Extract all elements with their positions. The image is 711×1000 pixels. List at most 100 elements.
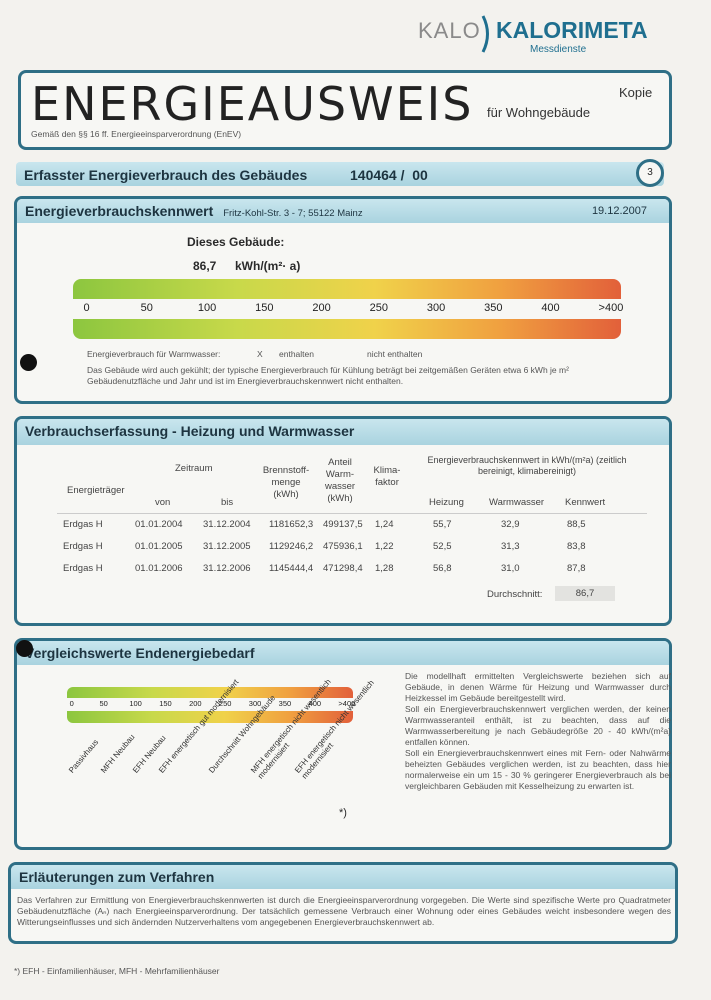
scale-tick-8: 400 <box>308 699 322 708</box>
table-row: Erdgas H 01.01.2006 31.12.2006 1145444,4 471… <box>17 563 669 579</box>
cell-bis: 31.12.2004 <box>203 519 251 530</box>
page-subtitle: für Wohngebäude <box>487 105 591 120</box>
kennwert-box: Energieverbrauchskennwert Fritz-Kohl-Str… <box>14 196 672 404</box>
cell-ww: 32,9 <box>501 519 520 530</box>
scale-tick-2: 100 <box>129 699 142 708</box>
scale-tick-9: >400 <box>338 699 356 708</box>
cell-traeger: Erdgas H <box>63 541 103 552</box>
scale-tick-5: 250 <box>369 302 388 314</box>
scale-tick-5: 250 <box>218 699 232 708</box>
erfassung-box: Verbrauchserfassung - Heizung und Warmwa… <box>14 416 672 626</box>
avg-value: 86,7 <box>555 586 615 601</box>
kennwert-header: Energieverbrauchskennwert Fritz-Kohl-Str… <box>17 199 669 223</box>
cell-ww: 31,3 <box>501 541 520 552</box>
kennwert-title: Energieverbrauchskennwert <box>25 203 214 219</box>
vergleich-box: Vergleichswerte Endenergiebedarf 0 50 100 1… <box>14 638 672 850</box>
cell-von: 01.01.2005 <box>135 541 183 552</box>
band-label: Erfasster Energieverbrauch des Gebäudes <box>24 167 308 183</box>
cell-anteil: 471298,4 <box>323 563 363 574</box>
vergleich-scale-labels: 0 50 100 150 200 250 300 350 400 >400 <box>67 699 356 711</box>
scale-tick-6: 300 <box>248 699 262 708</box>
cell-bis: 31.12.2005 <box>203 541 251 552</box>
footnote: *) EFH - Einfamilienhäuser, MFH - Mehrfa… <box>14 966 220 976</box>
cell-traeger: Erdgas H <box>63 519 103 530</box>
cell-von: 01.01.2004 <box>135 519 183 530</box>
scale-tick-3: 150 <box>255 302 274 314</box>
vergleich-header: Vergleichswerte Endenergiebedarf <box>17 641 669 665</box>
cell-brenn: 1145444,4 <box>269 563 314 574</box>
erfassung-title: Verbrauchserfassung - Heizung und Warmwa… <box>25 423 355 439</box>
scale-tick-1: 50 <box>99 699 108 708</box>
scale-tick-2: 100 <box>197 302 217 314</box>
logo-swoosh-icon <box>481 15 489 53</box>
scale-tick-0: 0 <box>83 302 90 314</box>
logo-sub: Messdienste <box>530 44 587 55</box>
ww-label: Energieverbrauch für Warmwasser: <box>87 349 221 359</box>
vergleich-text-1: Die modellhaft ermittelten Vergleichswer… <box>405 671 671 703</box>
cell-anteil: 475936,1 <box>323 541 363 552</box>
th-bis: bis <box>221 497 234 508</box>
scale-tick-0: 0 <box>69 699 74 708</box>
avg-label: Durchschnitt: <box>487 589 543 600</box>
ww-not-included: nicht enthalten <box>367 349 423 359</box>
building-id: 140464 / 00 <box>350 167 428 183</box>
cell-kw: 87,8 <box>567 563 586 574</box>
scale-tick-7: 350 <box>278 699 292 708</box>
th-brenn: Brennstoff-menge (kWh) <box>262 465 310 500</box>
punch-hole-top <box>20 354 37 371</box>
kennwert-address: Fritz-Kohl-Str. 3 - 7; 55122 Mainz <box>223 208 363 219</box>
cell-heiz: 52,5 <box>433 541 452 552</box>
cell-kw: 88,5 <box>567 519 586 530</box>
vergleich-star: *) <box>339 807 347 819</box>
copy-label: Kopie <box>619 85 653 100</box>
erlaeuterung-text: Das Verfahren zur Ermittlung von Energie… <box>17 895 671 927</box>
table-row: Erdgas H 01.01.2005 31.12.2005 1129246,2 475… <box>17 541 669 557</box>
cell-klima: 1,28 <box>375 563 394 574</box>
ww-x: X <box>257 349 263 359</box>
cell-brenn: 1181652,3 <box>269 519 314 530</box>
scale-tick-8: 400 <box>541 302 560 314</box>
vergleich-title: Vergleichswerte Endenergiebedarf <box>25 645 255 661</box>
th-klima: Klima-faktor <box>373 465 401 488</box>
kennwert-unit: kWh/(m²· a) <box>235 259 301 273</box>
vergleich-scale-band <box>67 698 353 711</box>
erlaeuterung-header: Erläuterungen zum Verfahren <box>11 865 675 889</box>
cell-heiz: 55,7 <box>433 519 452 530</box>
consumption-table: Energieträger Zeitraum von bis Brennstof… <box>17 449 669 624</box>
cell-heiz: 56,8 <box>433 563 452 574</box>
cell-von: 01.01.2006 <box>135 563 183 574</box>
cell-brenn: 1129246,2 <box>269 541 314 552</box>
ww-included: enthalten <box>279 349 314 359</box>
page-title: ENERGIEAUSWEIS <box>31 77 474 131</box>
cell-kw: 83,8 <box>567 541 586 552</box>
vergleich-text: Die modellhaft ermittelten Vergleichswer… <box>405 671 671 792</box>
th-von: von <box>155 497 171 508</box>
th-kennwert: Energieverbrauchskennwert in kWh/(m²a) (… <box>427 455 627 476</box>
legal-basis: Gemäß den §§ 16 ff. Energieeinsparverord… <box>31 129 242 139</box>
vergleich-text-3: Soll ein Energieverbrauchskennwert eines… <box>405 748 671 791</box>
logo: KALO KALORIMETA Messdienste <box>418 14 668 55</box>
th-anteil: Anteil Warm-wasser (kWh) <box>324 457 356 504</box>
page-number-badge: 3 <box>636 159 664 187</box>
logo-brand: KALORIMETA <box>496 17 648 43</box>
scale-tick-7: 350 <box>484 302 503 314</box>
cell-traeger: Erdgas H <box>63 563 103 574</box>
erlaeuterung-title: Erläuterungen zum Verfahren <box>19 869 215 885</box>
scale-tick-9: >400 <box>598 302 624 314</box>
scale-tick-3: 150 <box>159 699 172 708</box>
vergleich-labels: Passivhaus MFH Neubau EFH Neubau EFH energe… <box>17 641 377 841</box>
kennwert-date: 19.12.2007 <box>591 205 647 217</box>
this-building-label: Dieses Gebäude: <box>187 235 285 249</box>
cell-ww: 31,0 <box>501 563 520 574</box>
erlaeuterung-box: Erläuterungen zum Verfahren Das Verfahre… <box>8 862 678 944</box>
vergleich-text-2: Soll ein Energieverbrauchskennwert vergl… <box>405 704 671 747</box>
kennwert-scale-labels: 0 50 100 150 200 250 300 350 400 >400 <box>73 302 624 316</box>
page-number: 3 <box>647 167 653 178</box>
th-warmwasser: Warmwasser <box>489 497 545 508</box>
cell-klima: 1,22 <box>375 541 394 552</box>
th-kennwert-col: Kennwert <box>565 497 606 508</box>
scale-tick-4: 200 <box>189 699 202 708</box>
punch-hole-bottom <box>16 640 33 657</box>
scale-tick-1: 50 <box>140 302 153 314</box>
logo-kalo: KALO <box>418 18 481 43</box>
